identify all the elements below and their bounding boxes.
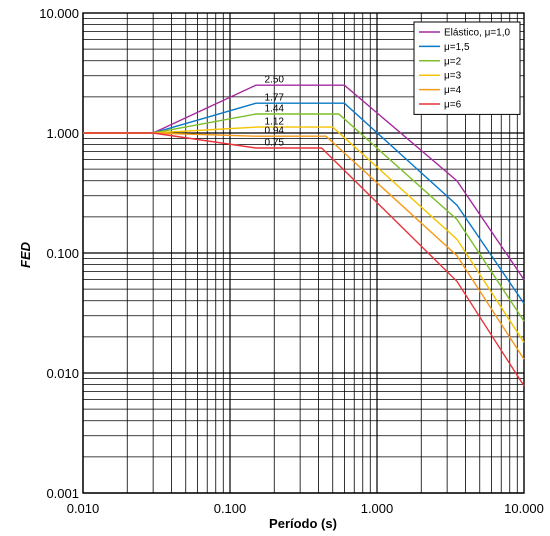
series-line	[83, 113, 525, 322]
legend-label: μ=6	[444, 100, 462, 111]
series-line	[83, 132, 525, 360]
series-line	[83, 132, 525, 387]
y-axis-title: FED	[18, 241, 33, 268]
y-tick-label: 10.000	[39, 6, 79, 21]
plateau-value-label: 0.94	[265, 126, 285, 137]
tick-labels: 0.010 0.100 1.000 10.0000.0010.0100.1001.00…	[39, 6, 544, 516]
legend-box	[413, 21, 521, 115]
series-lines	[83, 84, 525, 387]
legend-label: μ=1,5	[444, 42, 470, 53]
x-axis-title: Período (s)	[269, 516, 337, 531]
value-annotations: 2.50 1.771.44 1.120.940.75	[265, 75, 285, 149]
plateau-value-label: 0.75	[265, 137, 285, 148]
plot-frame	[82, 12, 525, 494]
plateau-value-label: 1.12	[265, 117, 285, 128]
y-tick-label: 0.001	[46, 486, 79, 501]
legend-label: μ=2	[444, 56, 462, 67]
x-tick-label: 10.000	[504, 501, 544, 516]
legend-label: Elástico, μ=1,0	[444, 28, 511, 39]
grid	[82, 12, 525, 494]
plateau-value-label: 1.44	[265, 103, 285, 114]
plateau-value-label: 1.77	[265, 93, 285, 104]
y-tick-label: 0.010	[46, 366, 79, 381]
plateau-value-label: 2.50	[265, 75, 285, 86]
y-tick-label: 0.100	[46, 246, 79, 261]
legend: Elástico, μ=1,0 μ=1,5 μ=2 μ=3 μ=4 μ=6	[413, 21, 521, 115]
legend-label: μ=4	[444, 85, 462, 96]
x-tick-label: 0.010	[67, 501, 100, 516]
x-tick-label: 0.100	[214, 501, 247, 516]
x-tick-label: 1.000	[361, 501, 394, 516]
y-tick-label: 1.000	[46, 126, 79, 141]
legend-label: μ=3	[444, 71, 462, 82]
